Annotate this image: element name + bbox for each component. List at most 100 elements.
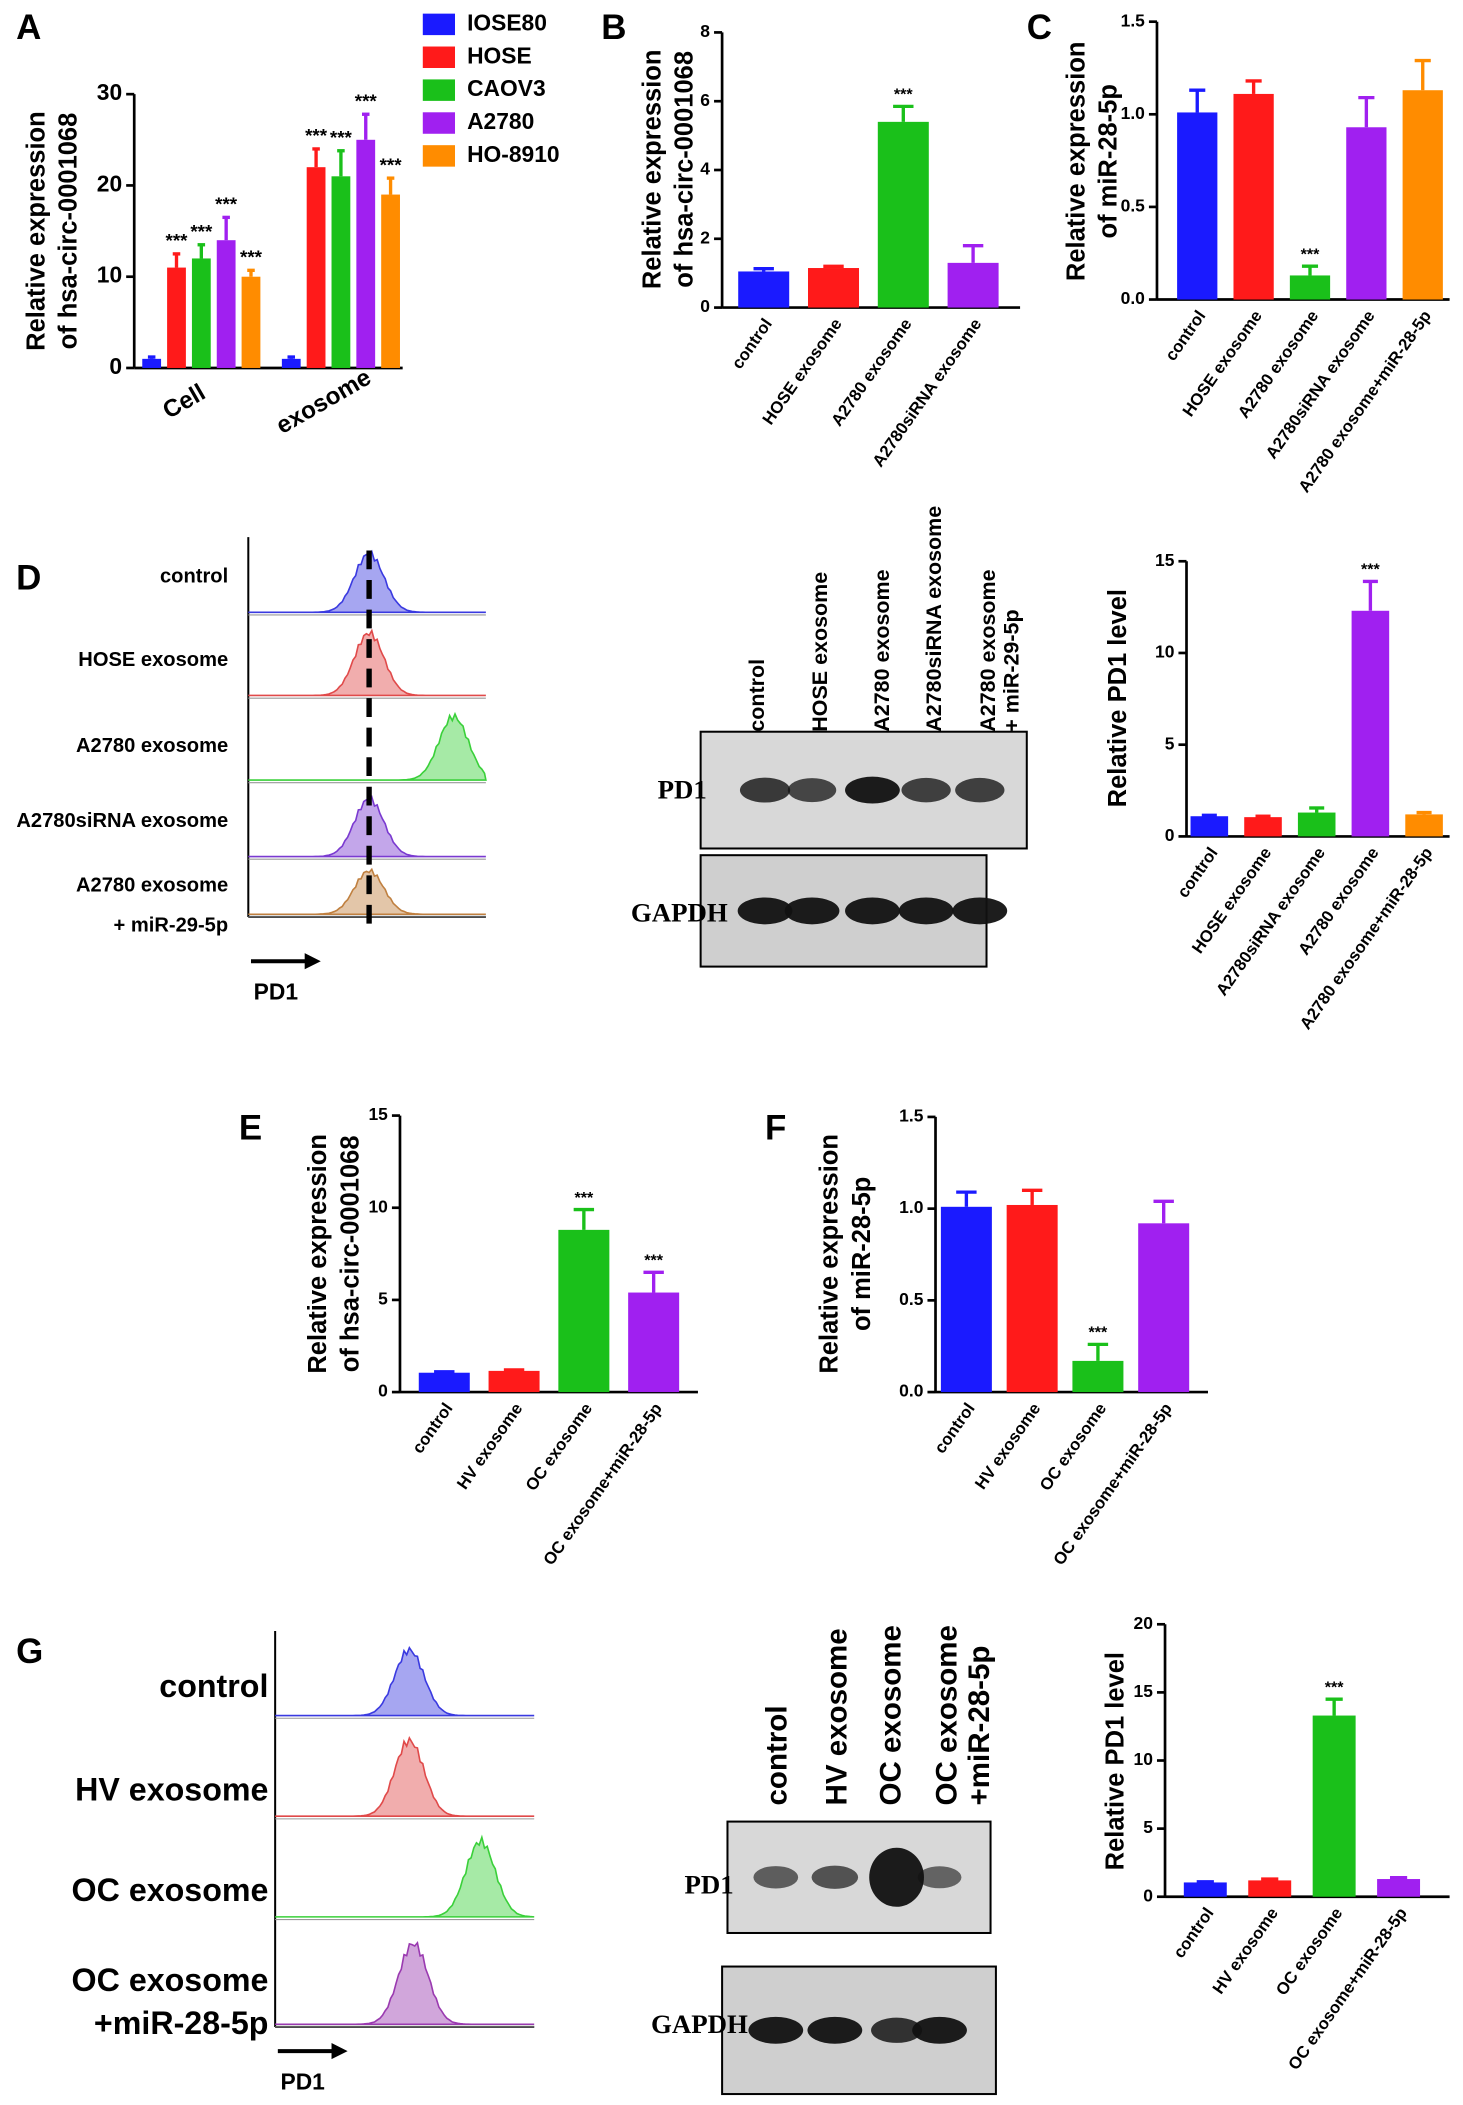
y-tick-label: 10: [368, 1196, 387, 1216]
histogram-peak: [275, 1736, 535, 1818]
y-tick-label: 15: [1134, 1681, 1154, 1701]
histogram-peak: [248, 711, 487, 781]
legend-swatch: [422, 112, 456, 134]
x-tick-label: OC exosome+miR-28-5p: [1050, 1399, 1176, 1568]
legend-swatch: [422, 145, 456, 167]
significance: ***: [305, 125, 328, 146]
lane-label: HV exosome: [821, 1628, 854, 1805]
x-tick-label: HV exosome: [1209, 1904, 1282, 1997]
significance: ***: [190, 221, 213, 242]
significance: ***: [644, 1252, 664, 1270]
x-tick-label: OC exosome: [1272, 1904, 1346, 1999]
y-tick-label: 2: [700, 227, 710, 247]
y-tick-label: 1.5: [899, 1106, 924, 1126]
lane-label: HOSE exosome: [808, 572, 832, 732]
blot-row-label: GAPDH: [651, 2009, 748, 2039]
significance: ***: [330, 127, 353, 148]
blot-row-label: GAPDH: [631, 898, 728, 928]
x-tick-label: control: [728, 315, 776, 372]
sample-label: A2780 exosome: [76, 874, 228, 896]
blot-band: [871, 2017, 923, 2043]
blot-band: [784, 897, 840, 925]
bar: [216, 240, 236, 368]
histogram-peak: [248, 628, 486, 697]
x-tick-label: control: [931, 1399, 979, 1456]
y-tick-label: 0: [109, 353, 122, 379]
y-tick-label: 1.0: [899, 1197, 923, 1217]
bar: [1177, 112, 1218, 300]
y-tick-label: 20: [97, 170, 122, 196]
lane-label: control: [745, 659, 769, 732]
y-axis-label: Relative expression: [304, 1134, 332, 1374]
bar: [1183, 1882, 1227, 1897]
bar: [331, 176, 351, 368]
bar: [241, 276, 261, 368]
bar: [1190, 816, 1229, 837]
panel-label: F: [765, 1109, 786, 1148]
y-axis-label: Relative expression: [1063, 42, 1091, 282]
y-tick-label: 6: [700, 90, 710, 110]
blot-band: [898, 897, 954, 925]
panel-label: B: [601, 8, 626, 47]
lane-label: control: [760, 1705, 793, 1805]
bar: [281, 358, 301, 368]
y-axis-label: Relative expression: [22, 111, 50, 351]
panel-label: G: [16, 1632, 43, 1671]
y-axis-label: Relative PD1 level: [1104, 589, 1132, 807]
blot-band: [955, 777, 1005, 803]
x-tick-label: control: [408, 1399, 456, 1456]
sample-label: OC exosome: [72, 1872, 269, 1908]
legend-label: HO-8910: [467, 141, 560, 167]
bar: [628, 1292, 680, 1393]
legend-label: HOSE: [467, 42, 532, 68]
lane-label: +miR-28-5p: [963, 1646, 996, 1806]
blot-row-label: PD1: [685, 1870, 734, 1900]
y-tick-label: 1.0: [1121, 103, 1145, 123]
bar: [488, 1370, 540, 1393]
histogram-peak: [275, 1646, 535, 1717]
x-tick-label: OC exosome: [522, 1399, 596, 1494]
panel-label: D: [16, 558, 41, 597]
x-tick-label: OC exosome+miR-28-5p: [539, 1399, 665, 1568]
blot-band: [869, 1847, 924, 1907]
y-tick-label: 4: [700, 159, 710, 179]
bar: [1138, 1223, 1190, 1393]
blot-band: [811, 1865, 859, 1889]
bar: [738, 271, 790, 308]
y-tick-label: 5: [378, 1289, 388, 1309]
blot-row-label: PD1: [658, 774, 707, 804]
y-tick-label: 0: [700, 296, 710, 316]
y-tick-label: 0: [1143, 1885, 1153, 1905]
y-tick-label: 5: [1165, 733, 1175, 753]
x-tick-label: Cell: [158, 379, 210, 425]
y-tick-label: 5: [1143, 1817, 1153, 1837]
bar: [142, 358, 162, 368]
bar: [947, 262, 999, 308]
significance: ***: [355, 91, 378, 112]
bar: [1346, 127, 1387, 300]
y-tick-label: 0.0: [899, 1381, 923, 1401]
significance: ***: [1301, 245, 1321, 263]
significance: ***: [240, 247, 263, 268]
bar: [1289, 275, 1331, 300]
flow-axis-label: PD1: [254, 978, 299, 1004]
panel-label: C: [1027, 8, 1052, 47]
histogram-peak: [275, 1834, 535, 1918]
y-axis-label: Relative expression: [638, 50, 666, 290]
panel-label: E: [239, 1109, 262, 1148]
significance: ***: [215, 194, 238, 215]
y-tick-label: 0.5: [899, 1289, 924, 1309]
bar: [167, 267, 186, 368]
y-tick-label: 0.5: [1121, 196, 1146, 216]
y-axis-label: Relative PD1 level: [1101, 1652, 1129, 1870]
y-axis-label: of miR-28-5p: [1095, 84, 1123, 238]
bar: [1377, 1879, 1421, 1897]
lane-label: A2780siRNA exosome: [922, 506, 946, 732]
y-axis-label: of hsa-circ-0001068: [55, 113, 83, 350]
bar: [1312, 1715, 1356, 1897]
x-tick-label: exosome: [272, 364, 376, 440]
x-tick-label: HV exosome: [971, 1399, 1044, 1492]
bar: [877, 121, 929, 308]
y-axis-label: Relative expression: [816, 1134, 844, 1374]
y-tick-label: 20: [1134, 1613, 1153, 1633]
